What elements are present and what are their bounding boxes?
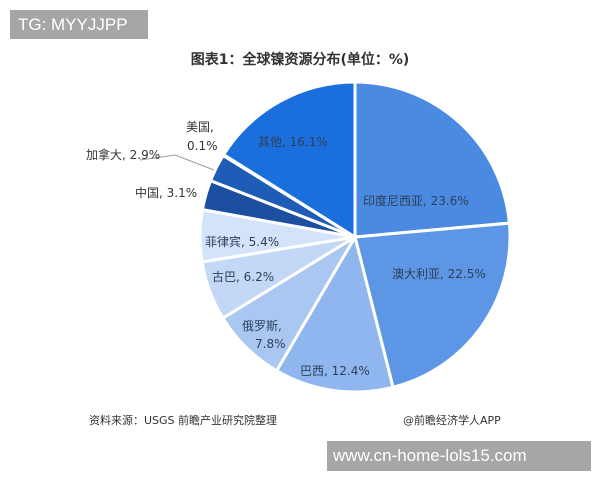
chart-title: 图表1：全球镍资源分布(单位：%) [190, 52, 410, 68]
label-china: 中国, 3.1% [135, 185, 197, 200]
pie-slice-1 [353, 221, 512, 390]
label-russia-1: 俄罗斯, [242, 319, 282, 333]
label-australia: 澳大利亚, 22.5% [392, 267, 486, 281]
pie-slice-2 [274, 233, 395, 394]
label-canada: 加拿大, 2.9% [86, 147, 160, 162]
label-philippines: 菲律宾, 5.4% [205, 234, 279, 249]
leader-line-canada-ext [139, 154, 176, 161]
tg-watermark: TG: MYYJJPP [10, 10, 148, 39]
label-usa-1: 美国, [186, 120, 214, 134]
url-watermark: www.cn-home-lols15.com [327, 441, 591, 471]
pie-slice-9 [221, 80, 357, 240]
source-note: 资料来源：USGS 前瞻产业研究院整理 [89, 414, 278, 427]
label-indonesia: 印度尼西亚, 23.6% [363, 193, 469, 208]
label-cuba: 古巴, 6.2% [212, 269, 274, 284]
pie-slice-0 [353, 80, 512, 239]
credit-note: @前瞻经济学人APP [403, 414, 501, 427]
label-russia-2: 7.8% [255, 337, 286, 351]
label-brazil: 巴西, 12.4% [300, 364, 370, 378]
leader-line-canada [174, 154, 215, 171]
label-others: 其他, 16.1% [258, 135, 328, 149]
pie-slices [198, 80, 512, 394]
label-usa-2: 0.1% [187, 139, 218, 153]
